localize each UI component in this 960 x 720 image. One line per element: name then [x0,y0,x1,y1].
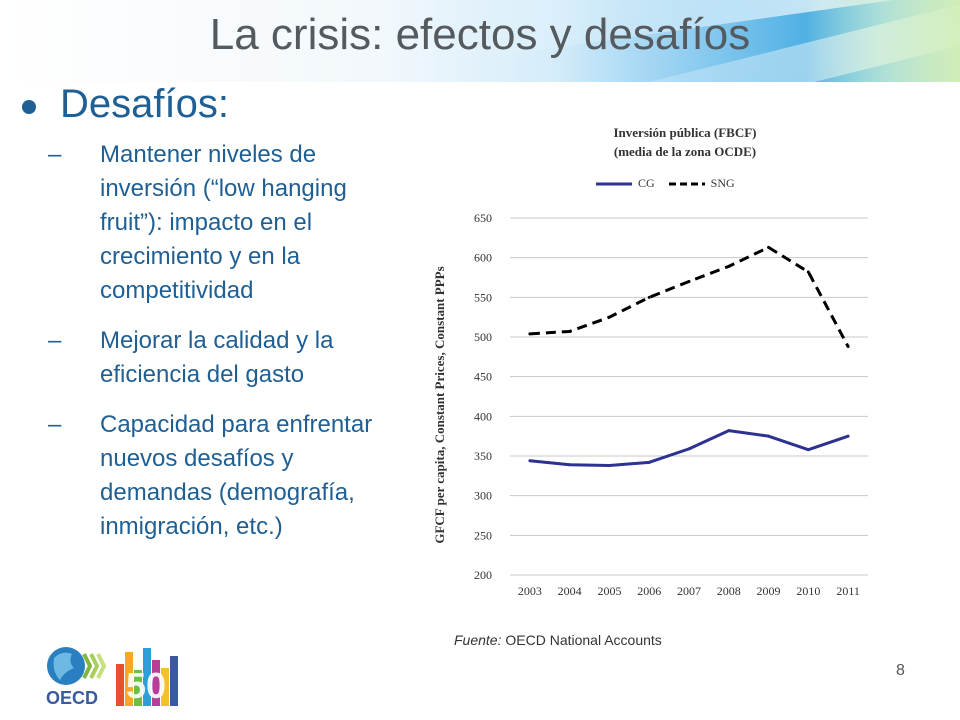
x-tick-label: 2010 [796,584,820,598]
chart-title-line2: (media de la zona OCDE) [613,144,757,159]
data-point-sng [568,329,572,333]
slide-title: La crisis: efectos y desafíos [209,10,751,59]
legend-swatch-cg [596,182,632,185]
bullet-heading: Desafíos: [60,82,229,126]
logo-number: 50 [126,665,166,706]
data-point-cg [806,448,810,452]
bullet-dot [22,99,36,114]
x-tick-label: 2011 [836,584,860,598]
bullet-row: Desafíos: [22,82,229,127]
source-note: Fuente: OECD National Accounts [454,632,662,648]
data-point-sng [607,315,611,319]
source-text: OECD National Accounts [501,632,662,648]
y-tick-label: 600 [474,251,492,265]
y-tick-label: 350 [474,449,492,463]
data-point-cg [647,460,651,464]
data-point-cg [528,459,532,463]
data-point-sng [727,264,731,268]
chart-title-line1: Inversión pública (FBCF) [613,125,757,140]
data-point-sng [806,270,810,274]
line-chart: 200 250 300 350 400 450 500 550 600 650 2003 2004 20… [474,211,868,598]
logo-text: OECD [46,688,98,706]
chart-title: Inversión pública (FBCF) (media de la zo… [520,123,850,161]
data-point-cg [846,434,850,438]
legend-item-cg: CG [596,176,655,191]
sub-item-list: – Mantener niveles de inversión (“low ha… [48,138,388,560]
x-tick-label: 2005 [597,584,621,598]
list-item-text: Capacidad para enfrentar nuevos desafíos… [100,411,373,540]
list-dash: – [48,141,62,168]
page-number: 8 [896,662,905,679]
source-label: Fuente: [454,632,502,648]
x-tick-label: 2009 [757,584,781,598]
list-dash: – [48,411,62,438]
data-point-cg [568,463,572,467]
y-tick-label: 400 [474,409,492,423]
list-item: – Mantener niveles de inversión (“low ha… [48,138,388,308]
data-point-sng [767,245,771,249]
list-item-text: Mantener niveles de inversión (“low hang… [100,141,347,304]
x-tick-label: 2007 [677,584,701,598]
legend-label-sng: SNG [710,176,735,190]
data-point-sng [846,345,850,349]
y-tick-label: 250 [474,528,492,542]
list-item-text: Mejorar la calidad y la eficiencia del g… [100,327,334,388]
header-band [0,0,960,82]
y-tick-label: 550 [474,290,492,304]
y-tick-label: 450 [474,370,492,384]
x-tick-label: 2008 [717,584,741,598]
header-green-tint [800,0,960,82]
y-tick-label: 300 [474,489,492,503]
x-tick-label: 2004 [558,584,582,598]
data-point-sng [528,332,532,336]
data-point-sng [647,295,651,299]
list-item: – Mejorar la calidad y la eficiencia del… [48,324,388,392]
data-point-cg [607,464,611,468]
y-tick-label: 500 [474,330,492,344]
y-tick-label: 650 [474,211,492,225]
legend-label-cg: CG [638,176,655,190]
list-dash: – [48,327,62,354]
legend-item-sng: SNG [668,176,735,191]
data-point-cg [767,434,771,438]
oecd-50-logo: OECD 50 [46,647,178,706]
data-point-cg [687,447,691,451]
legend-swatch-sng [668,182,705,185]
data-point-cg [727,429,731,433]
x-tick-label: 2003 [518,584,542,598]
x-tick-label: 2006 [637,584,661,598]
chart-legend: CG SNG [596,176,749,191]
list-item: – Capacidad para enfrentar nuevos desafí… [48,408,388,544]
data-point-sng [687,279,691,283]
y-tick-label: 200 [474,568,492,582]
